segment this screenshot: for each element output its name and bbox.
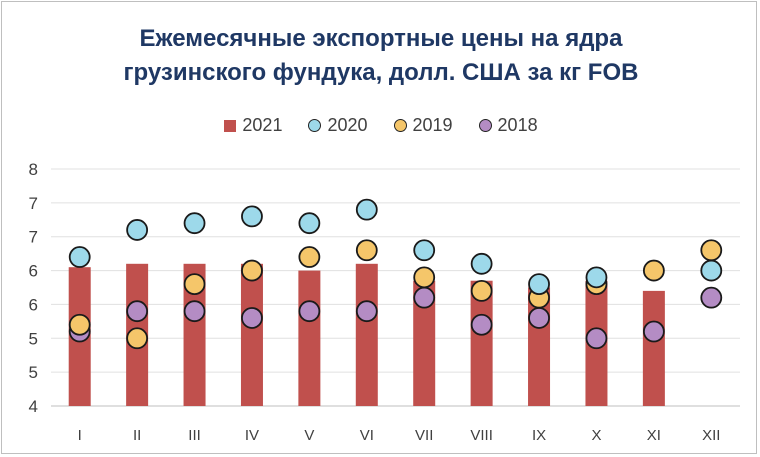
chart-title-line-2: грузинского фундука, долл. США за кг FOB [123, 59, 639, 86]
point-2020 [126, 219, 149, 241]
x-tick-label: II [133, 427, 141, 444]
point-2019 [642, 259, 665, 282]
point-2019 [126, 327, 149, 350]
point-2019 [700, 239, 723, 262]
bar-2021 [240, 263, 263, 406]
point-2018 [585, 327, 608, 350]
bar-2021 [355, 263, 378, 406]
point-2018 [241, 307, 263, 329]
x-tick-label: X [591, 427, 601, 444]
legend-label-2020: 2020 [327, 115, 368, 135]
bar-2021 [413, 280, 436, 406]
point-2020 [528, 273, 550, 296]
y-tick-label: 8 [29, 160, 38, 179]
point-2018 [413, 286, 436, 309]
point-2020 [241, 205, 263, 228]
y-tick-label: 7 [29, 194, 38, 213]
point-2018 [700, 286, 723, 309]
point-2018 [298, 300, 321, 323]
point-2019 [355, 239, 378, 262]
x-tick-label: XII [702, 427, 720, 444]
point-2020 [413, 239, 436, 262]
x-tick-label: V [304, 427, 314, 444]
x-tick-label: IX [532, 427, 546, 444]
point-2020 [585, 266, 608, 289]
x-tick-label: I [78, 427, 82, 444]
legend-item-2020: 2020 [308, 115, 368, 136]
point-2020 [298, 212, 321, 235]
legend-swatch-2020 [308, 119, 322, 132]
legend-item-2018: 2018 [478, 115, 538, 136]
chart-title-line-1: Ежемесячные экспортные цены на ядра [139, 25, 623, 52]
point-2020 [470, 252, 493, 275]
x-tick-label: VIII [470, 427, 493, 444]
point-2018 [642, 320, 665, 343]
point-2019 [298, 246, 321, 268]
point-2019 [413, 266, 436, 289]
point-2019 [183, 273, 206, 296]
legend-swatch-2019 [393, 119, 407, 132]
point-2018 [470, 313, 493, 336]
point-2020 [183, 212, 206, 235]
legend-label-2019: 2019 [412, 115, 453, 135]
legend-swatch-2021 [224, 119, 237, 132]
y-tick-label: 5 [29, 363, 38, 382]
point-2019 [470, 279, 493, 302]
point-2018 [126, 300, 149, 323]
point-2020 [355, 198, 378, 221]
legend-swatch-2018 [478, 119, 492, 132]
chart-title: Ежемесячные экспортные цены на ядра груз… [2, 22, 760, 90]
y-tick-label: 6 [29, 262, 38, 281]
chart-legend: 2021 2020 2019 2018 [2, 115, 760, 136]
point-2018 [528, 307, 550, 329]
x-tick-label: III [188, 427, 201, 444]
point-2020 [68, 246, 91, 268]
point-2018 [183, 300, 206, 323]
legend-item-2019: 2019 [393, 115, 453, 136]
bar-2021 [642, 290, 665, 406]
x-tick-label: XI [647, 427, 661, 444]
x-tick-label: IV [245, 427, 259, 444]
bar-2021 [470, 280, 493, 406]
point-2019 [241, 259, 263, 282]
legend-item-2021: 2021 [224, 115, 282, 136]
point-2020 [700, 259, 723, 282]
y-tick-label: 5 [29, 329, 38, 348]
legend-label-2021: 2021 [242, 115, 283, 135]
bar-2021 [183, 263, 206, 406]
point-2018 [355, 300, 378, 323]
point-2019 [68, 313, 91, 336]
x-tick-label: VI [360, 427, 374, 444]
y-tick-label: 6 [29, 295, 38, 314]
y-tick-label: 7 [29, 228, 38, 247]
bar-2021 [298, 270, 321, 406]
x-tick-label: VII [415, 427, 433, 444]
y-tick-label: 4 [29, 397, 38, 416]
legend-label-2018: 2018 [497, 115, 538, 135]
